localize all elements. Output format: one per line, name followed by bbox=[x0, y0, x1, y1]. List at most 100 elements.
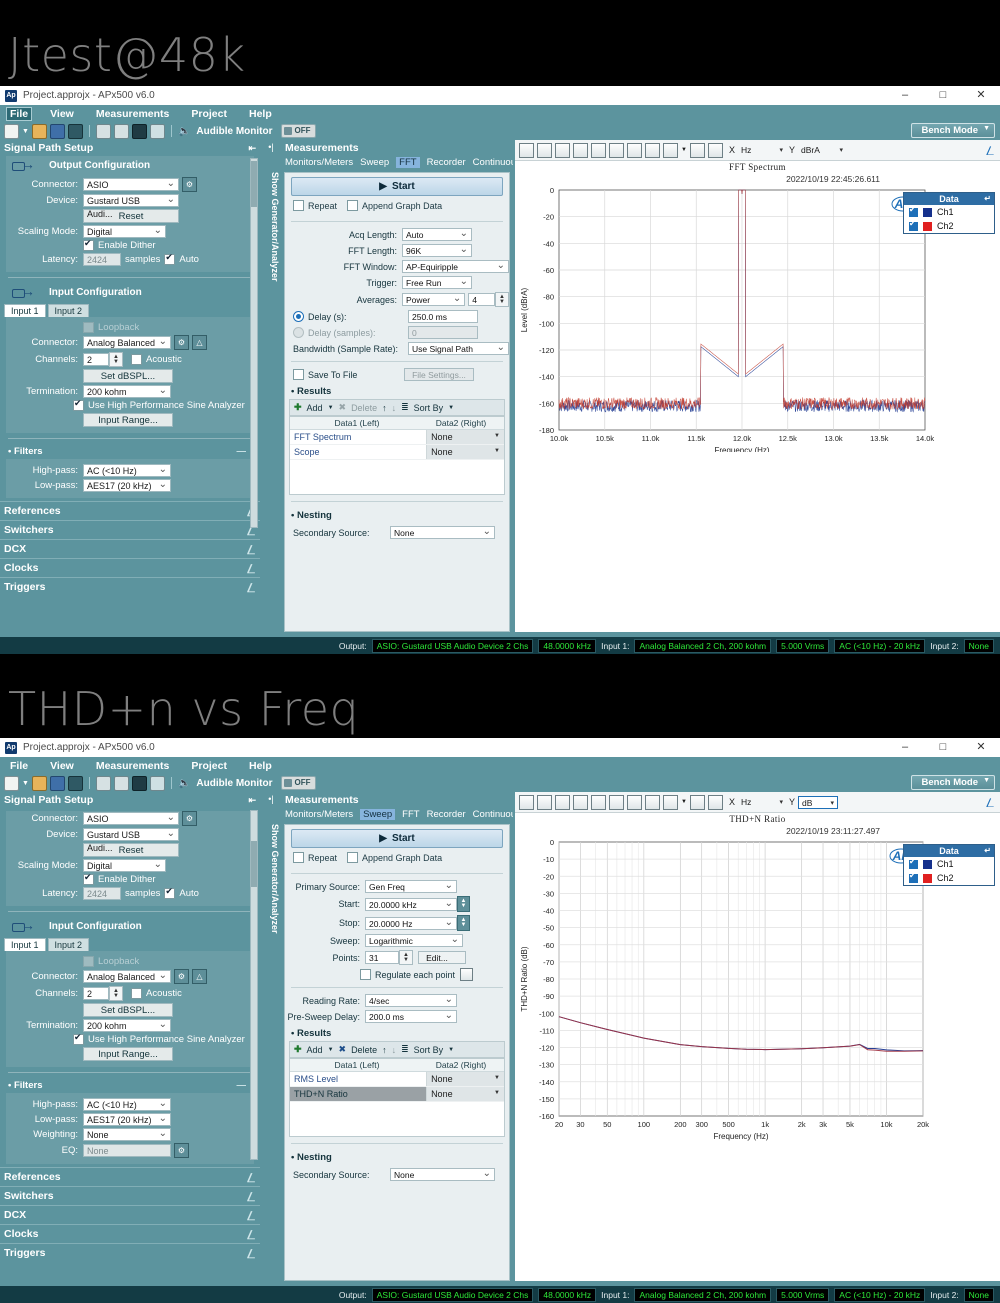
scaling-mode-select[interactable]: Digital bbox=[83, 224, 166, 238]
loopback-checkbox[interactable] bbox=[83, 956, 94, 967]
graph-save-icon[interactable] bbox=[519, 794, 534, 810]
channels-field[interactable]: 2 bbox=[83, 353, 109, 366]
sweep-mode-select[interactable]: Logarithmic bbox=[365, 933, 463, 947]
menu-view[interactable]: View bbox=[50, 107, 74, 120]
output-connector-select[interactable]: ASIO bbox=[83, 811, 179, 825]
sort-icon[interactable]: ≣ bbox=[401, 402, 409, 412]
table-row[interactable]: FFT Spectrum None bbox=[290, 430, 504, 445]
input-connector-gear-icon[interactable]: ⚙ bbox=[174, 335, 189, 350]
legend-ch1-checkbox[interactable] bbox=[909, 205, 918, 217]
result-data2-select[interactable]: None bbox=[426, 430, 504, 444]
close-icon[interactable]: ✕ bbox=[976, 89, 986, 101]
input-range-button[interactable]: Input Range... bbox=[83, 413, 173, 427]
sort-dropdown-icon[interactable]: ▼ bbox=[448, 1046, 455, 1053]
termination-select[interactable]: 200 kohm bbox=[83, 1018, 171, 1032]
sidebar-item-triggers[interactable]: Triggers ⎳ bbox=[0, 1243, 260, 1262]
sort-dropdown-icon[interactable]: ▼ bbox=[448, 404, 455, 411]
tab-input-1[interactable]: Input 1 bbox=[4, 304, 46, 317]
repeat-checkbox[interactable] bbox=[293, 852, 304, 863]
new-dropdown-icon[interactable]: ▼ bbox=[22, 779, 29, 787]
sidebar-scrollbar[interactable] bbox=[250, 810, 258, 1160]
append-checkbox[interactable] bbox=[347, 852, 359, 863]
save-project-icon[interactable] bbox=[49, 775, 65, 791]
averages-count-field[interactable]: 4 bbox=[468, 293, 495, 306]
averages-select[interactable]: Power bbox=[402, 292, 466, 306]
tab-sweep[interactable]: Sweep bbox=[360, 157, 390, 168]
audible-monitor-toggle[interactable]: OFF bbox=[280, 124, 316, 138]
eq-field[interactable]: None bbox=[83, 1144, 171, 1157]
menu-file[interactable]: File bbox=[10, 759, 29, 772]
weighting-select[interactable]: None bbox=[83, 1127, 171, 1141]
new-project-icon[interactable] bbox=[4, 123, 19, 139]
tab-monitors-meters[interactable]: Monitors/Meters bbox=[285, 157, 354, 168]
legend-ch2-checkbox[interactable] bbox=[909, 871, 918, 883]
delay-samples-field[interactable]: 0 bbox=[408, 326, 478, 339]
graph-fit-icon[interactable] bbox=[591, 794, 606, 810]
graph-export-icon[interactable] bbox=[537, 142, 552, 158]
start-button[interactable]: ▶ Start bbox=[291, 177, 503, 196]
sweep-stop-stepper[interactable]: ▲ ▼ bbox=[457, 915, 470, 931]
menu-file[interactable]: File bbox=[6, 106, 33, 121]
minimize-icon[interactable]: – bbox=[901, 89, 909, 101]
tab-recorder[interactable]: Recorder bbox=[426, 157, 466, 168]
move-up-icon[interactable]: ↑ bbox=[382, 402, 387, 413]
fft-svg[interactable]: 10.0k 10.5k 11.0k 11.5k 12.0k 12.5k 13.0k 13.5k… bbox=[515, 172, 1000, 452]
enable-dither-checkbox[interactable] bbox=[83, 238, 94, 251]
acoustic-checkbox[interactable] bbox=[131, 354, 142, 365]
generator-icon[interactable] bbox=[113, 123, 129, 139]
results-sort-button[interactable]: Sort By bbox=[413, 1044, 444, 1055]
sidebar-item-switchers[interactable]: Switchers ⎳ bbox=[0, 520, 260, 539]
bandwidth-select[interactable]: Use Signal Path bbox=[408, 341, 509, 355]
secondary-source-select[interactable]: None bbox=[390, 525, 495, 539]
secondary-source-select[interactable]: None bbox=[390, 1167, 495, 1181]
tab-recorder[interactable]: Recorder bbox=[426, 809, 466, 820]
result-data2-select[interactable]: None bbox=[426, 1087, 504, 1101]
points-field[interactable]: 31 bbox=[365, 951, 399, 964]
sidebar-item-references[interactable]: References ⎳ bbox=[0, 1167, 260, 1186]
graph-cursor-icon[interactable] bbox=[663, 142, 678, 158]
file-settings-button[interactable]: File Settings... bbox=[404, 368, 474, 381]
legend-item-ch1[interactable]: Ch1 bbox=[904, 857, 994, 871]
menu-project[interactable]: Project bbox=[191, 107, 227, 120]
tab-sweep[interactable]: Sweep bbox=[360, 809, 396, 820]
delay-seconds-radio[interactable] bbox=[293, 311, 304, 322]
menu-project[interactable]: Project bbox=[191, 759, 227, 772]
latency-auto-checkbox[interactable] bbox=[164, 886, 176, 899]
sidebar-item-clocks[interactable]: Clocks ⎳ bbox=[0, 1224, 260, 1243]
input-range-button[interactable]: Input Range... bbox=[83, 1047, 173, 1061]
input-connector-meter-icon[interactable]: △ bbox=[192, 335, 207, 350]
clocks-expand-icon[interactable]: ⎳ bbox=[247, 1228, 255, 1239]
move-up-icon[interactable]: ↑ bbox=[382, 1044, 387, 1055]
speaker-icon[interactable]: 🔈 bbox=[177, 125, 191, 137]
delay-seconds-field[interactable]: 250.0 ms bbox=[408, 310, 478, 323]
table-row[interactable]: THD+N Ratio None bbox=[290, 1087, 504, 1102]
new-project-icon[interactable] bbox=[4, 775, 19, 791]
sweep-stop-field[interactable]: 20.0000 Hz bbox=[365, 916, 457, 930]
graph-popout-icon[interactable]: ⎳ bbox=[986, 144, 994, 155]
graph-limits-icon[interactable] bbox=[689, 794, 705, 810]
acoustic-checkbox[interactable] bbox=[131, 988, 142, 999]
channels-stepper[interactable]: ▲ ▼ bbox=[109, 352, 123, 367]
menu-measurements[interactable]: Measurements bbox=[95, 759, 170, 772]
speaker-icon[interactable]: 🔈 bbox=[177, 777, 191, 789]
maximize-icon[interactable]: □ bbox=[939, 741, 947, 753]
graph-zoom-icon[interactable] bbox=[573, 142, 588, 158]
new-dropdown-icon[interactable]: ▼ bbox=[22, 127, 29, 135]
loopback-checkbox[interactable] bbox=[83, 322, 94, 333]
graph-settings-icon[interactable] bbox=[707, 794, 723, 810]
eq-gear-icon[interactable]: ⚙ bbox=[174, 1143, 189, 1158]
channels-field[interactable]: 2 bbox=[83, 987, 109, 1000]
waveform-icon[interactable] bbox=[149, 123, 165, 139]
waveform-icon[interactable] bbox=[149, 775, 165, 791]
graph-expand-icon[interactable] bbox=[609, 142, 624, 158]
output-device-select[interactable]: Gustard USB Audi... bbox=[83, 193, 179, 219]
y-unit-select[interactable]: dB bbox=[797, 795, 838, 810]
generator-icon[interactable] bbox=[113, 775, 129, 791]
references-expand-icon[interactable]: ⎳ bbox=[247, 1171, 255, 1182]
minimize-icon[interactable]: – bbox=[901, 741, 909, 753]
graph-cursor-icon[interactable] bbox=[663, 794, 678, 810]
lowpass-select[interactable]: AES17 (20 kHz) bbox=[83, 478, 171, 492]
set-dbspl-button[interactable]: Set dBSPL... bbox=[83, 369, 173, 383]
fft-length-select[interactable]: 96K bbox=[402, 243, 472, 257]
graph-print-icon[interactable] bbox=[555, 794, 570, 810]
